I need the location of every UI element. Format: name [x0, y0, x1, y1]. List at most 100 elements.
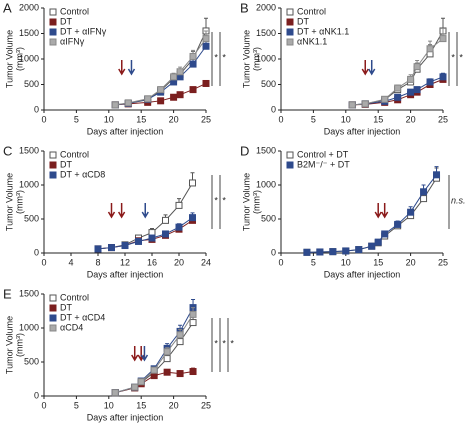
marker	[170, 73, 178, 81]
marker	[94, 245, 102, 253]
legend-label: αIFNγ	[60, 36, 85, 46]
marker	[189, 368, 197, 376]
arrow	[381, 203, 389, 219]
marker	[368, 242, 376, 250]
x-tick-label: 0	[278, 257, 283, 267]
x-tick-label: 25	[438, 114, 448, 124]
y-tick-label: 500	[24, 79, 39, 89]
marker	[426, 45, 434, 53]
y-tick-label: 2000	[19, 2, 39, 12]
legend-marker	[286, 28, 294, 36]
legend-marker	[286, 151, 294, 159]
x-tick-label: 16	[147, 257, 157, 267]
y-axis-label: Tumor Volume	[241, 30, 251, 88]
marker	[148, 234, 156, 242]
marker	[374, 238, 382, 246]
x-tick-label: 8	[95, 257, 100, 267]
y-tick-label: 500	[24, 356, 39, 366]
legend-marker	[49, 8, 57, 16]
marker	[163, 355, 171, 363]
y-tick-label: 0	[271, 247, 276, 257]
panel: C 0 500 1000 1500 0 4 8 12 16 20 24 Days after injec…	[3, 143, 226, 279]
x-tick-label: 20	[174, 257, 184, 267]
y-tick-label: 1500	[19, 28, 39, 38]
y-tick-label: 1500	[256, 145, 276, 155]
y-tick-label: 0	[271, 104, 276, 114]
x-tick-label: 10	[341, 114, 351, 124]
legend-marker	[49, 324, 57, 332]
marker	[189, 60, 197, 68]
x-axis-label: Days after injection	[87, 412, 164, 422]
x-tick-label: 0	[278, 114, 283, 124]
x-tick-label: 20	[169, 114, 179, 124]
arrow	[141, 203, 149, 219]
marker	[189, 179, 196, 187]
x-tick-label: 15	[136, 114, 146, 124]
marker	[162, 230, 169, 238]
marker	[162, 216, 169, 224]
arrow	[131, 346, 139, 362]
significance-label: *	[214, 52, 218, 62]
marker	[407, 208, 415, 216]
x-tick-label: 12	[120, 257, 130, 267]
marker	[121, 242, 129, 250]
marker	[175, 223, 183, 231]
legend-marker	[49, 38, 57, 46]
marker	[329, 248, 337, 256]
marker	[394, 220, 402, 228]
marker	[381, 230, 389, 238]
marker	[189, 214, 196, 222]
y-axis-label: (mm³)	[14, 190, 24, 214]
y-axis-label: (mm³)	[251, 47, 261, 71]
marker	[355, 246, 363, 254]
y-tick-label: 500	[261, 213, 276, 223]
series-line	[306, 174, 437, 253]
arrow	[118, 60, 126, 76]
x-axis-label: Days after injection	[324, 126, 401, 136]
x-tick-label: 10	[341, 257, 351, 267]
legend-marker	[49, 161, 57, 169]
marker	[108, 244, 115, 252]
marker	[202, 35, 210, 43]
x-tick-label: 25	[201, 114, 211, 124]
arrow	[140, 346, 149, 362]
x-tick-label: 20	[406, 114, 416, 124]
y-tick-label: 0	[34, 247, 39, 257]
significance-label: *	[230, 338, 234, 348]
x-tick-label: 5	[311, 257, 316, 267]
panel-letter: D	[240, 143, 249, 158]
arrow	[117, 203, 126, 219]
arrow	[361, 60, 369, 76]
marker	[176, 370, 184, 378]
arrow	[374, 203, 382, 219]
legend-marker	[286, 18, 294, 26]
x-tick-label: 0	[41, 400, 46, 410]
x-tick-label: 10	[104, 114, 114, 124]
marker	[189, 52, 197, 60]
legend-label: Control	[297, 6, 326, 16]
legend-marker	[49, 18, 57, 26]
y-axis-label: Tumor Volume	[4, 173, 14, 231]
significance-label: *	[459, 52, 463, 62]
marker	[170, 93, 178, 101]
marker	[413, 86, 421, 94]
x-tick-label: 10	[104, 400, 114, 410]
legend-label: Control	[60, 149, 89, 159]
marker	[176, 338, 184, 346]
legend-label: B2M⁻/⁻ + DT	[297, 159, 350, 169]
panel: D 0 500 1000 1500 0 5 10 15 20 25 Days after inject…	[240, 143, 466, 279]
y-axis-label: (mm³)	[14, 47, 24, 71]
x-axis-label: Days after injection	[87, 126, 164, 136]
y-tick-label: 1500	[256, 28, 276, 38]
x-axis-label: Days after injection	[324, 269, 401, 279]
arrow	[127, 60, 136, 76]
x-tick-label: 0	[41, 114, 46, 124]
marker	[124, 99, 132, 107]
y-tick-label: 1000	[256, 179, 276, 189]
y-tick-label: 0	[34, 390, 39, 400]
y-tick-label: 1000	[19, 53, 39, 63]
marker	[176, 91, 184, 99]
y-axis-label: (mm³)	[14, 333, 24, 357]
y-axis-label: Tumor Volume	[241, 173, 251, 231]
marker	[163, 348, 171, 356]
